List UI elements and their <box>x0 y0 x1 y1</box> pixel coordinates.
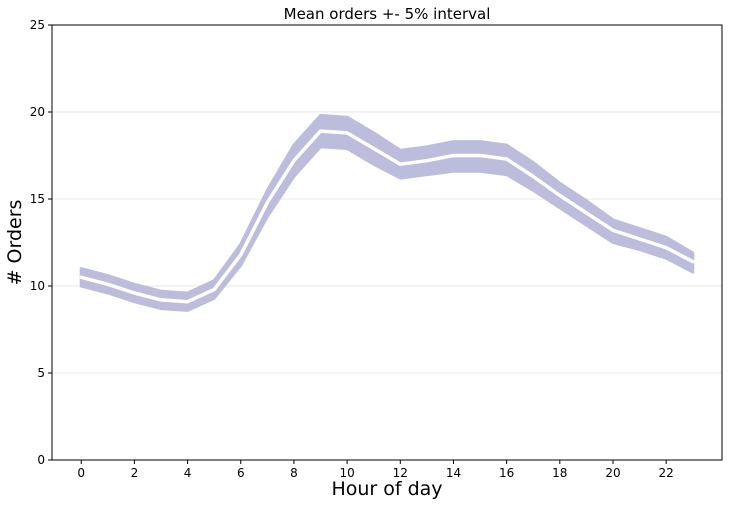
y-tick-label: 0 <box>37 453 45 467</box>
x-tick-label: 22 <box>659 466 674 480</box>
y-axis-ticks: 0 5 10 15 20 25 <box>30 18 52 467</box>
y-tick-label: 15 <box>30 192 45 206</box>
grid-lines <box>52 111 722 374</box>
x-tick-label: 6 <box>237 466 245 480</box>
y-tick-label: 25 <box>30 18 45 32</box>
x-tick-label: 8 <box>290 466 298 480</box>
x-axis-ticks: 0 2 4 6 8 10 12 14 16 18 20 22 <box>77 460 674 480</box>
y-axis-label: # Orders <box>4 200 26 286</box>
x-tick-label: 18 <box>552 466 567 480</box>
x-tick-label: 12 <box>393 466 408 480</box>
interval-band <box>79 114 695 312</box>
x-tick-label: 20 <box>605 466 620 480</box>
mean-line-path <box>79 129 695 304</box>
y-tick-label: 5 <box>37 366 45 380</box>
x-tick-label: 2 <box>131 466 139 480</box>
x-axis-label: Hour of day <box>331 478 442 500</box>
x-tick-label: 16 <box>499 466 514 480</box>
x-tick-label: 4 <box>184 466 192 480</box>
x-tick-label: 14 <box>446 466 461 480</box>
chart-title: Mean orders +- 5% interval <box>284 5 491 23</box>
interval-band-area <box>79 114 695 312</box>
x-tick-label: 0 <box>77 466 85 480</box>
mean-line <box>79 129 695 304</box>
plot-frame <box>51 24 723 461</box>
y-tick-label: 10 <box>30 279 45 293</box>
y-tick-label: 20 <box>30 105 45 119</box>
x-tick-label: 10 <box>339 466 354 480</box>
